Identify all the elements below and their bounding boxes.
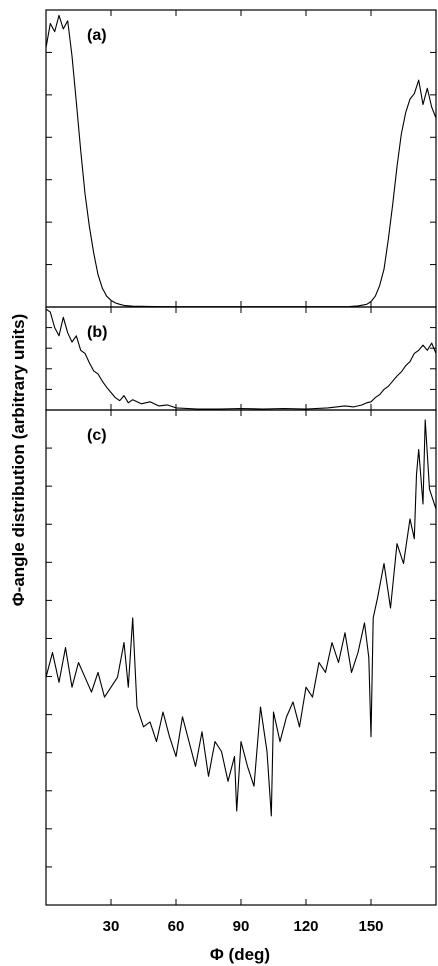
panel-frame <box>45 9 437 308</box>
panel-b: (b) <box>45 306 437 411</box>
panels: (a) (b) (c) <box>45 9 437 906</box>
x-tick-labels: 30 60 90 120 150 <box>103 918 384 935</box>
panel-a: (a) <box>45 9 437 308</box>
panel-frame <box>45 306 437 411</box>
series-line <box>45 308 437 410</box>
panel-label: (b) <box>87 324 107 341</box>
series-line <box>45 14 437 308</box>
x-tick-label: 120 <box>293 918 318 935</box>
panel-frame <box>45 409 437 906</box>
x-tick-label: 90 <box>233 918 250 935</box>
panel-c: (c) <box>45 409 437 906</box>
panel-label: (a) <box>87 27 107 44</box>
x-axis-title: Φ (deg) <box>210 945 270 964</box>
panel-label: (c) <box>87 427 107 444</box>
x-tick-label: 150 <box>358 918 383 935</box>
x-tick-label: 30 <box>103 918 120 935</box>
x-tick-label: 60 <box>168 918 185 935</box>
y-axis-title: Φ-angle distribution (arbitrary units) <box>9 314 28 607</box>
series-line <box>45 419 437 817</box>
